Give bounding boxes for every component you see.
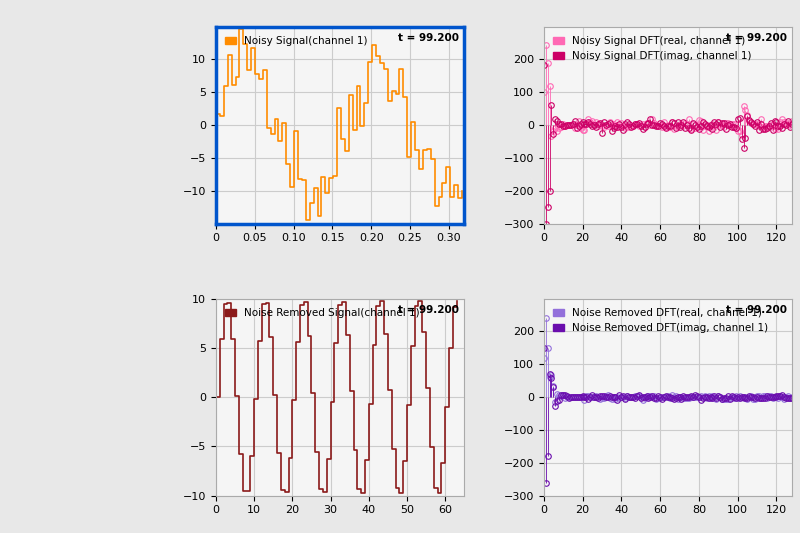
Text: t = 99.200: t = 99.200 bbox=[726, 304, 787, 314]
Legend: Noise Removed DFT(real, channel 1), Noise Removed DFT(imag, channel 1): Noise Removed DFT(real, channel 1), Nois… bbox=[549, 304, 772, 337]
Text: t = 99.200: t = 99.200 bbox=[398, 33, 459, 43]
Text: t = 99.200: t = 99.200 bbox=[398, 304, 459, 314]
Legend: Noisy Signal(channel 1): Noisy Signal(channel 1) bbox=[222, 32, 372, 50]
Legend: Noisy Signal DFT(real, channel 1), Noisy Signal DFT(imag, channel 1): Noisy Signal DFT(real, channel 1), Noisy… bbox=[549, 32, 755, 66]
Text: t = 99.200: t = 99.200 bbox=[726, 33, 787, 43]
Legend: Noise Removed Signal(channel 1): Noise Removed Signal(channel 1) bbox=[222, 304, 424, 322]
